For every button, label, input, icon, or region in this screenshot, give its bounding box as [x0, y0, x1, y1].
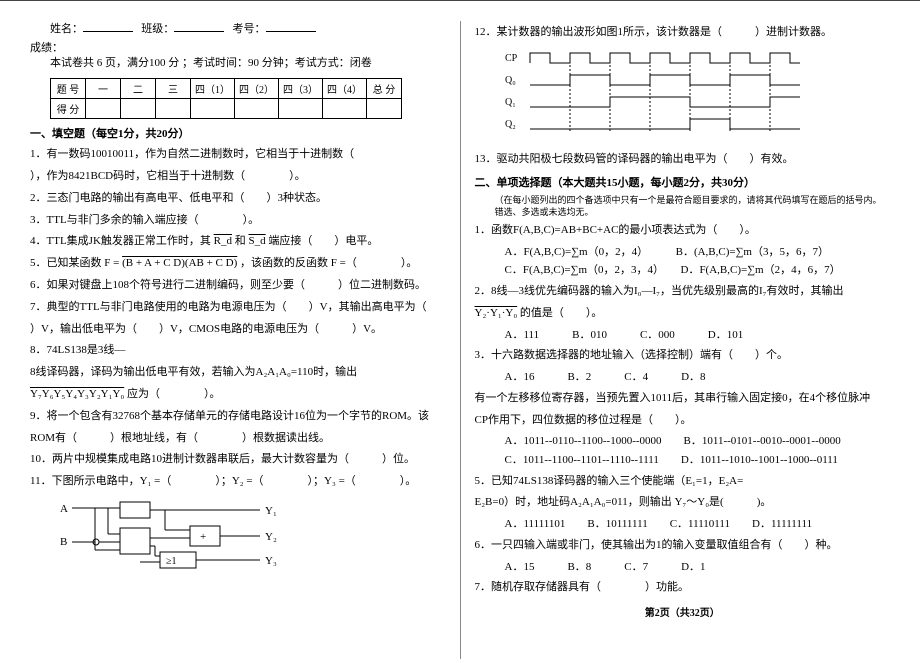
svg-text:Q₂: Q₂ [505, 119, 516, 130]
circuit-diagram: A B Y₁ + [60, 500, 300, 570]
q8b: 8线译码器，译码为输出低电平有效，若输入为A₂A₁A₀=110时，输出 [30, 363, 446, 383]
td [156, 99, 191, 119]
score-label: 成绩： [30, 39, 446, 55]
s2q1: 1．函数F(A,B,C)=AB+BC+AC的最小项表达式为（ ）。 [475, 221, 891, 241]
td [367, 99, 402, 119]
svg-text:Y₂: Y₂ [265, 531, 277, 543]
s2q4a: 有一个左移移位寄存器，当预先置入1011后，其串行输入固定接0，在4个移位脉冲 [475, 389, 891, 409]
th: 题 号 [51, 79, 86, 99]
th: 四（2） [235, 79, 279, 99]
td [323, 99, 367, 119]
left-column: 姓名： 班级： 考号： 成绩： 本试卷共 6 页，满分100 分 ；考试时间：9… [20, 21, 456, 659]
td [191, 99, 235, 119]
q1: 1．有一数码10010011，作为自然二进制数时，它相当于十进制数（ [30, 145, 446, 165]
th: 三 [156, 79, 191, 99]
td [279, 99, 323, 119]
class-label: 班级： [141, 23, 174, 35]
s2q7: 7．随机存取存储器具有（ ）功能。 [475, 578, 891, 598]
s2q4b: CP作用下，四位数据的移位过程是（ ）。 [475, 411, 891, 431]
svg-text:B: B [60, 536, 67, 548]
q11: 11．下图所示电路中，Y₁ =（ ）；Y₂ =（ ）；Y₃ =（ ）。 [30, 472, 446, 492]
svg-text:Y₃: Y₃ [265, 555, 277, 567]
section1-title: 一、填空题（每空1分，共20分） [30, 125, 446, 141]
q12: 12．某计数器的输出波形如图1所示，该计数器是（ ）进制计数器。 [475, 23, 891, 43]
s2q5-opts: A．11111101 B．10111111 C．11110111 D．11111… [505, 515, 891, 534]
s2q3-opts: A．16 B．2 C．4 D．8 [505, 368, 891, 387]
section2-note1: （在每小题列出的四个备选项中只有一个是最符合题目要求的，请将其代码填写在题后的括… [495, 194, 891, 207]
q9b: ROM有（ ）根地址线，有（ ）根数据读出线。 [30, 429, 446, 449]
examno-label: 考号： [233, 23, 266, 35]
th: 二 [121, 79, 156, 99]
svg-text:CP: CP [505, 53, 518, 64]
th: 四（1） [191, 79, 235, 99]
svg-text:Q₀: Q₀ [505, 75, 516, 86]
td [86, 99, 121, 119]
page-footer: 第2页（共32页） [475, 604, 891, 619]
name-label: 姓名： [50, 23, 83, 35]
s2q5a: 5．已知74LS138译码器的输入三个使能端（E₁=1，E₂A= [475, 472, 891, 492]
q2: 2．三态门电路的输出有高电平、低电平和（ ）3种状态。 [30, 189, 446, 209]
th: 四（4） [323, 79, 367, 99]
right-column: 12．某计数器的输出波形如图1所示，该计数器是（ ）进制计数器。 CP Q₀ Q… [465, 21, 901, 659]
q8a: 8．74LS138是3线— [30, 341, 446, 361]
q7a: 7．典型的TTL与非门电路使用的电路为电源电压为（ ）V，其输出高电平为（ [30, 298, 446, 318]
s2q4-optA: A．1011--0110--1100--1000--0000 B．1011--0… [505, 432, 891, 451]
column-divider [460, 21, 461, 659]
student-info: 姓名： 班级： 考号： [50, 21, 446, 39]
s2q5b: E₂B=0）时，地址码A₂A₁A₀=011，则输出 Y₇～Y₀是( )。 [475, 493, 891, 513]
td: 得 分 [51, 99, 86, 119]
svg-text:Y₁: Y₁ [265, 505, 277, 517]
q3: 3．TTL与非门多余的输入端应接（ ）。 [30, 211, 446, 231]
score-table: 题 号 一 二 三 四（1） 四（2） 四（3） 四（4） 总 分 得 分 [50, 78, 402, 119]
td [121, 99, 156, 119]
s2q2a: 2．8线—3线优先编码器的输入为I₀—I₇，当优先级别最高的I₇有效时，其输出 [475, 282, 891, 302]
s2q6: 6．一只四输入端或非门，使其输出为1的输入变量取值组合有（ ）种。 [475, 536, 891, 556]
q9a: 9．将一个包含有32768个基本存储单元的存储电路设计16位为一个字节的ROM。… [30, 407, 446, 427]
th: 总 分 [367, 79, 402, 99]
q10: 10．两片中规模集成电路10进制计数器串联后，最大计数容量为（ ）位。 [30, 450, 446, 470]
q7b: ）V，输出低电平为（ ）V，CMOS电路的电源电压为（ ）V。 [30, 320, 446, 340]
q4: 4．TTL集成JK触发器正常工作时，其 R_d 和 S_d 端应接（ ）电平。 [30, 232, 446, 252]
timing-diagram: CP Q₀ Q₁ Q₂ [505, 49, 805, 139]
s2q4-optC: C．1011--1100--1101--1110--1111 D．1011--1… [505, 451, 891, 470]
q1b: ），作为8421BCD码时，它相当于十进制数（ ）。 [30, 167, 446, 187]
section2-note2: 错选、多选或未选均无。 [495, 206, 891, 219]
td [235, 99, 279, 119]
q8c: Y₇Y₆Y₅Y₄Y₃Y₂Y₁Y₀ 应为（ ）。 [30, 385, 446, 405]
svg-text:≥1: ≥1 [166, 556, 177, 567]
q5: 5．已知某函数 F = (B + A + C D)(AB + C D) ，该函数… [30, 254, 446, 274]
th: 四（3） [279, 79, 323, 99]
q13: 13．驱动共阳极七段数码管的译码器的输出电平为（ ）有效。 [475, 150, 891, 170]
s2q3: 3．十六路数据选择器的地址输入（选择控制）端有（ ）个。 [475, 346, 891, 366]
s2q1-opts-b: C．F(A,B,C)=∑m（0，2，3，4） D．F(A,B,C)=∑m（2，4… [505, 261, 891, 280]
s2q1-opts-a: A．F(A,B,C)=∑m（0，2，4） B．(A,B,C)=∑m（3，5，6，… [505, 243, 891, 262]
exam-info: 本试卷共 6 页，满分100 分 ；考试时间：90 分钟；考试方式：闭卷 [50, 55, 446, 73]
svg-text:Q₁: Q₁ [505, 97, 516, 108]
s2q2-opts: A．111 B．010 C．000 D．101 [505, 326, 891, 345]
q6: 6．如果对键盘上108个符号进行二进制编码，则至少要（ ）位二进制数码。 [30, 276, 446, 296]
s2q6-opts: A．15 B．8 C．7 D．1 [505, 558, 891, 577]
th: 一 [86, 79, 121, 99]
s2q2b: Y₂·Y₁·Y₀ 的值是（ ）。 [475, 304, 891, 324]
svg-text:+: + [200, 531, 206, 543]
svg-text:A: A [60, 503, 68, 515]
section2-title: 二、单项选择题（本大题共15小题，每小题2分，共30分） [475, 174, 891, 190]
